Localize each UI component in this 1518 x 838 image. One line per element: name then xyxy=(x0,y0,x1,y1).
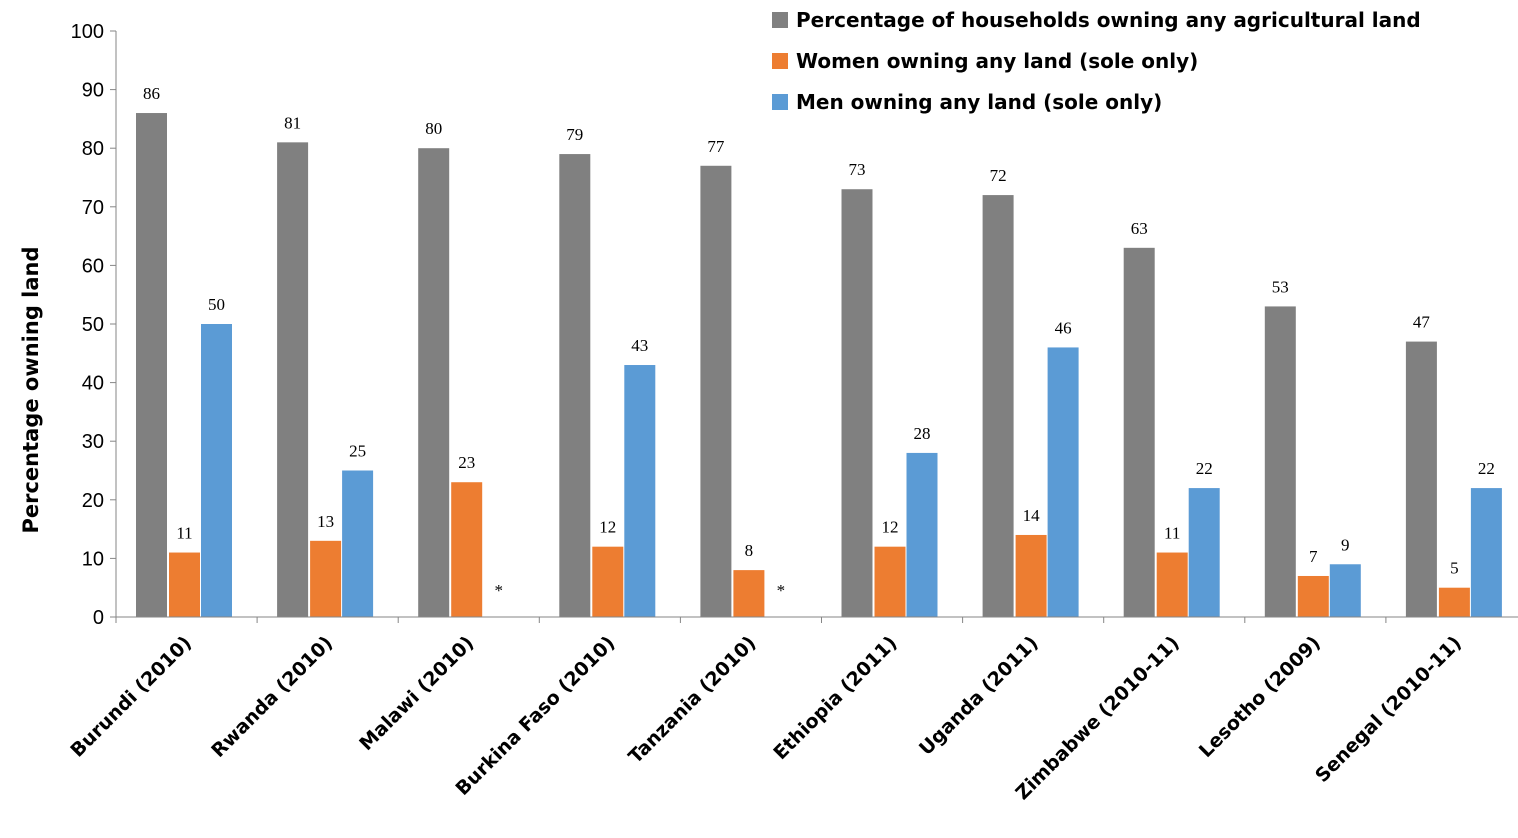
data-label: 50 xyxy=(208,295,225,314)
data-label: 14 xyxy=(1023,506,1041,525)
bar xyxy=(1047,347,1079,617)
category-label: Uganda (2011) xyxy=(915,632,1043,760)
bar xyxy=(1015,534,1047,617)
data-label: 77 xyxy=(707,137,725,156)
bar xyxy=(1405,341,1437,617)
category-labels: Burundi (2010) Rwanda (2010) Malawi (2010)… xyxy=(66,632,1466,804)
legend-swatch xyxy=(772,94,788,110)
bar xyxy=(1264,306,1296,617)
y-tick-label: 10 xyxy=(82,548,104,570)
bar xyxy=(624,365,656,617)
legend-label: Percentage of households owning any agri… xyxy=(796,8,1421,32)
bar xyxy=(874,546,906,617)
data-label: 13 xyxy=(317,512,334,531)
bar xyxy=(1470,488,1502,617)
category-label: Ethiopia (2011) xyxy=(769,632,901,764)
bar xyxy=(841,189,873,617)
category-label: Lesotho (2009) xyxy=(1195,632,1325,762)
bar xyxy=(1329,564,1361,617)
data-label: 28 xyxy=(914,424,931,443)
bar xyxy=(418,148,450,617)
data-label: 23 xyxy=(458,453,475,472)
bar xyxy=(1123,247,1155,617)
y-tick-label: 80 xyxy=(82,138,104,160)
data-label: 22 xyxy=(1478,459,1495,478)
data-label: 22 xyxy=(1196,459,1213,478)
category-label: Tanzania (2010) xyxy=(624,632,760,768)
data-label: 8 xyxy=(745,541,754,560)
data-label: 53 xyxy=(1272,277,1289,296)
y-axis-ticks: 0 10 20 30 40 50 60 70 80 90 100 xyxy=(71,21,116,629)
data-label: 81 xyxy=(284,113,301,132)
data-label: 43 xyxy=(631,336,648,355)
bar xyxy=(1156,552,1188,617)
legend-label: Men owning any land (sole only) xyxy=(796,90,1162,114)
bar xyxy=(733,570,765,617)
legend: Percentage of households owning any agri… xyxy=(772,8,1421,114)
data-label: 25 xyxy=(349,442,366,461)
data-label: 72 xyxy=(990,166,1007,185)
y-tick-label: 40 xyxy=(82,373,104,395)
data-label: 12 xyxy=(599,518,616,537)
y-tick-label: 50 xyxy=(82,314,104,336)
data-label: 63 xyxy=(1131,219,1148,238)
data-label: 5 xyxy=(1450,559,1459,578)
y-tick-label: 90 xyxy=(82,80,104,102)
category-label: Burkina Faso (2010) xyxy=(452,632,620,800)
bar xyxy=(169,552,200,617)
y-tick-label: 0 xyxy=(93,607,104,629)
data-label: 47 xyxy=(1413,313,1431,332)
category-label: Malawi (2010) xyxy=(355,632,478,755)
data-label: 9 xyxy=(1341,535,1350,554)
data-label: 11 xyxy=(176,524,192,543)
bar xyxy=(277,142,309,617)
data-label: 86 xyxy=(143,84,160,103)
data-label: 46 xyxy=(1055,318,1072,337)
y-tick-label: 20 xyxy=(82,490,104,512)
y-tick-label: 30 xyxy=(82,431,104,453)
bar xyxy=(136,113,167,617)
data-label: 80 xyxy=(425,119,442,138)
y-tick-label: 60 xyxy=(82,255,104,277)
data-label: 7 xyxy=(1309,547,1318,566)
data-label: 79 xyxy=(566,125,583,144)
bar xyxy=(342,470,374,617)
missing-data-marker: * xyxy=(777,581,786,600)
category-label: Burundi (2010) xyxy=(66,632,196,762)
category-label: Zimbabwe (2010-11) xyxy=(1011,632,1183,804)
data-label: 73 xyxy=(849,160,866,179)
bar xyxy=(451,482,483,617)
axes xyxy=(115,31,1518,623)
bar xyxy=(559,154,591,617)
bar xyxy=(592,546,624,617)
bars xyxy=(136,113,1502,617)
bar xyxy=(310,540,342,617)
bar xyxy=(982,195,1014,617)
bar xyxy=(700,165,732,617)
bar xyxy=(1438,587,1470,617)
bar xyxy=(1297,575,1329,617)
y-tick-label: 100 xyxy=(71,21,104,43)
bar xyxy=(201,324,232,617)
category-label: Senegal (2010-11) xyxy=(1311,632,1466,787)
y-tick-label: 70 xyxy=(82,197,104,219)
legend-label: Women owning any land (sole only) xyxy=(796,49,1198,73)
category-label: Rwanda (2010) xyxy=(207,632,337,762)
data-label: 11 xyxy=(1164,524,1180,543)
missing-data-marker: * xyxy=(494,581,503,600)
bar xyxy=(906,452,938,617)
data-labels: 8611508113258023*791243778*7312287214466… xyxy=(143,84,1495,600)
legend-swatch xyxy=(772,12,788,28)
data-label: 12 xyxy=(882,518,899,537)
legend-swatch xyxy=(772,53,788,69)
bar xyxy=(1188,488,1220,617)
y-axis-label: Percentage owning land xyxy=(19,246,43,533)
